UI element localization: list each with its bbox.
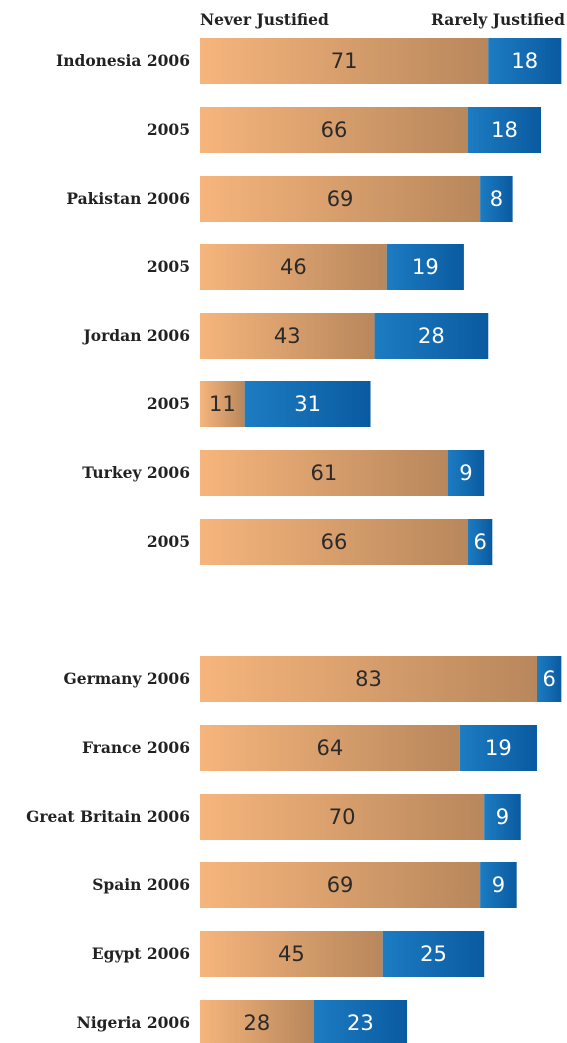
bar-rarely-justified bbox=[467, 519, 493, 565]
value-label-never: 11 bbox=[209, 392, 236, 416]
bar-never-justified bbox=[200, 107, 468, 153]
row-label: 2005 bbox=[147, 532, 190, 551]
bar-rarely-justified bbox=[386, 244, 464, 290]
bar-rarely-justified bbox=[480, 176, 513, 222]
bar-rarely-justified bbox=[488, 38, 562, 84]
value-label-rarely: 31 bbox=[294, 392, 321, 416]
bar-never-justified bbox=[200, 656, 537, 702]
row-label: 2005 bbox=[147, 394, 190, 413]
legend-never-justified: Never Justified bbox=[200, 10, 329, 29]
value-label-rarely: 9 bbox=[459, 461, 472, 485]
bar-never-justified bbox=[200, 862, 481, 908]
value-label-rarely: 9 bbox=[492, 873, 505, 897]
value-label-rarely: 8 bbox=[490, 187, 503, 211]
bar-never-justified bbox=[200, 794, 485, 840]
bar-rarely-justified bbox=[382, 931, 485, 977]
row-label: Indonesia 2006 bbox=[56, 51, 190, 70]
bar-never-justified bbox=[200, 931, 383, 977]
row-label: 2005 bbox=[147, 120, 190, 139]
value-label-rarely: 19 bbox=[412, 255, 439, 279]
bar-never-justified bbox=[200, 519, 468, 565]
value-label-never: 28 bbox=[243, 1011, 270, 1035]
bar-never-justified bbox=[200, 176, 481, 222]
row-label: Pakistan 2006 bbox=[66, 189, 190, 208]
bar-rarely-justified bbox=[480, 862, 517, 908]
value-label-never: 83 bbox=[355, 667, 382, 691]
bar-never-justified bbox=[200, 38, 489, 84]
value-label-rarely: 28 bbox=[418, 324, 445, 348]
bar-rarely-justified bbox=[484, 794, 521, 840]
row-label: Jordan 2006 bbox=[81, 326, 190, 345]
bar-never-justified bbox=[200, 450, 448, 496]
row-label: Nigeria 2006 bbox=[77, 1013, 190, 1032]
bar-rarely-justified bbox=[313, 1000, 408, 1043]
value-label-rarely: 9 bbox=[496, 805, 509, 829]
value-label-never: 70 bbox=[329, 805, 356, 829]
row-label: Egypt 2006 bbox=[92, 944, 190, 963]
bar-never-justified bbox=[200, 725, 460, 771]
bar-never-justified bbox=[200, 1000, 314, 1043]
value-label-never: 46 bbox=[280, 255, 307, 279]
value-label-rarely: 25 bbox=[420, 942, 447, 966]
bar-rarely-justified bbox=[536, 656, 562, 702]
value-label-rarely: 23 bbox=[347, 1011, 374, 1035]
row-label: Turkey 2006 bbox=[82, 463, 190, 482]
value-label-rarely: 6 bbox=[473, 530, 486, 554]
row-label: Germany 2006 bbox=[63, 669, 190, 688]
value-label-never: 66 bbox=[321, 118, 348, 142]
bar-never-justified bbox=[200, 313, 375, 359]
bar-rarely-justified bbox=[459, 725, 537, 771]
value-label-rarely: 18 bbox=[491, 118, 518, 142]
value-label-never: 45 bbox=[278, 942, 305, 966]
value-label-never: 69 bbox=[327, 187, 354, 211]
value-label-rarely: 18 bbox=[511, 49, 538, 73]
value-label-rarely: 19 bbox=[485, 736, 512, 760]
legend-rarely-justified: Rarely Justified bbox=[431, 10, 565, 29]
bar-rarely-justified bbox=[374, 313, 489, 359]
value-label-never: 66 bbox=[321, 530, 348, 554]
value-label-never: 71 bbox=[331, 49, 358, 73]
value-label-rarely: 6 bbox=[542, 667, 555, 691]
bar-never-justified bbox=[200, 244, 387, 290]
row-label: 2005 bbox=[147, 257, 190, 276]
value-label-never: 61 bbox=[310, 461, 337, 485]
value-label-never: 43 bbox=[274, 324, 301, 348]
bar-rarely-justified bbox=[467, 107, 542, 153]
bar-never-justified bbox=[200, 381, 245, 427]
row-label: Spain 2006 bbox=[92, 875, 190, 894]
value-label-never: 64 bbox=[317, 736, 344, 760]
row-label: Great Britain 2006 bbox=[26, 807, 190, 826]
value-label-never: 69 bbox=[327, 873, 354, 897]
bar-rarely-justified bbox=[447, 450, 485, 496]
bar-rarely-justified bbox=[244, 381, 371, 427]
row-label: France 2006 bbox=[82, 738, 190, 757]
